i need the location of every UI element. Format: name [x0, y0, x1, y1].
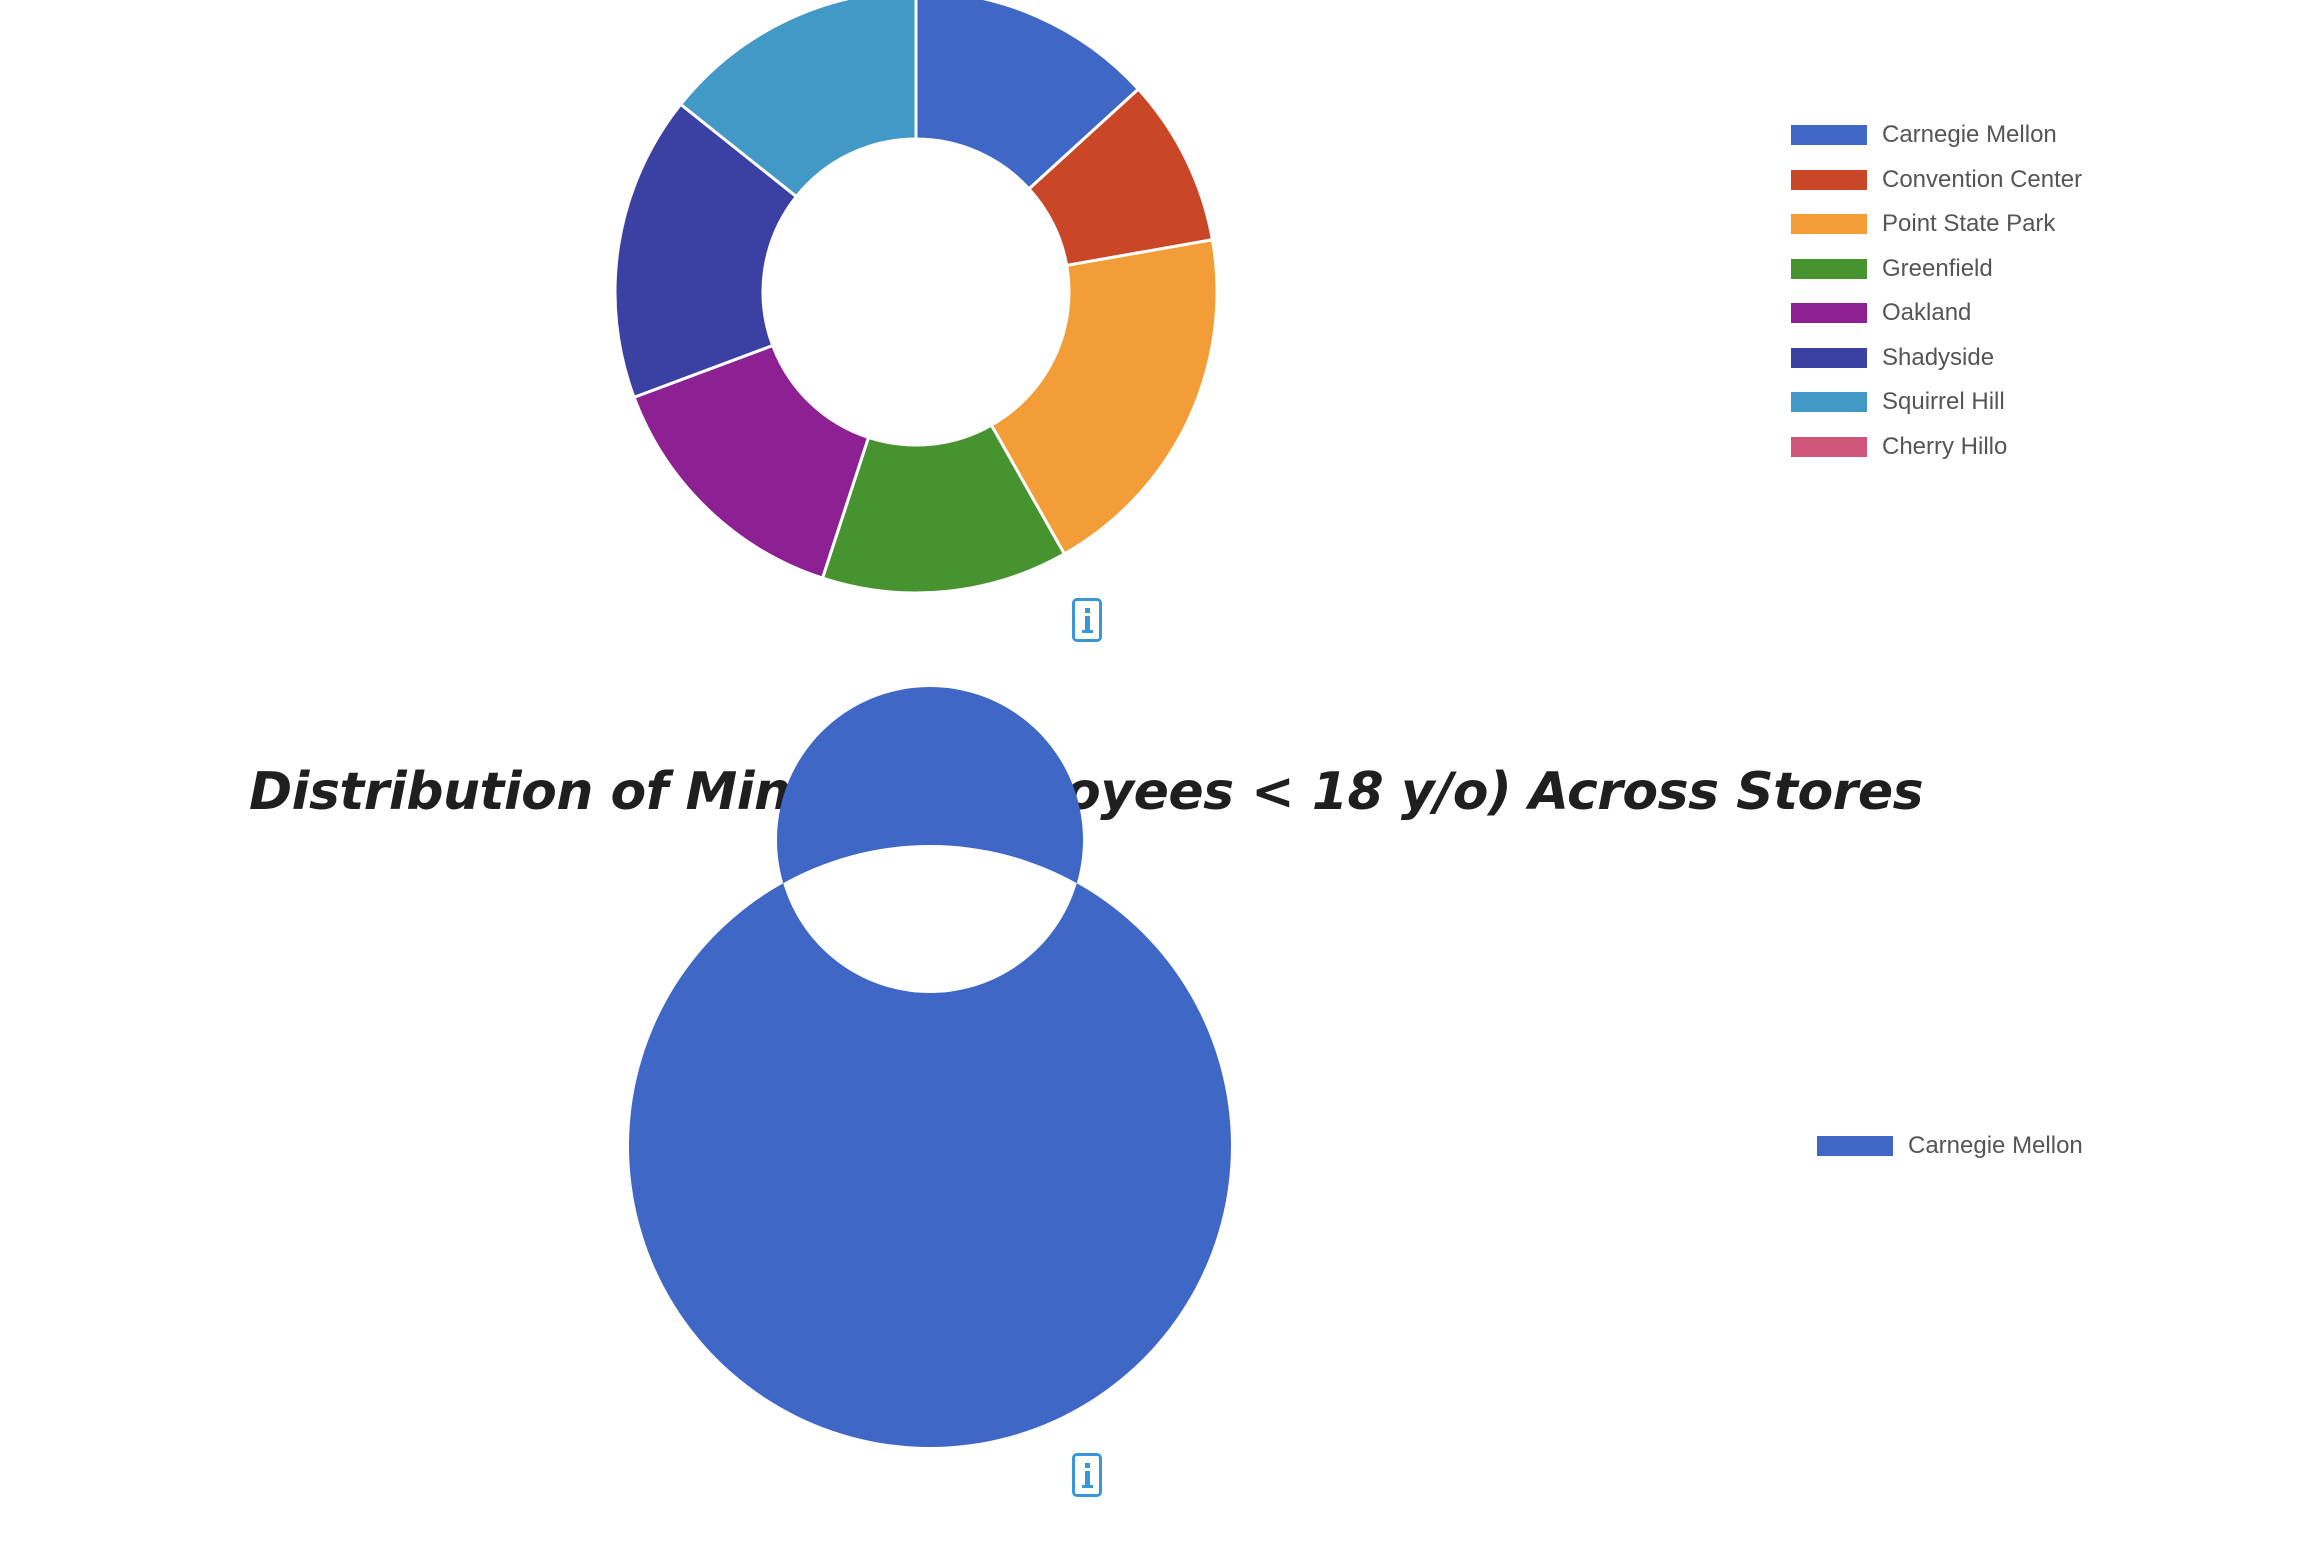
legend-swatch [1817, 1136, 1893, 1157]
info-icon[interactable] [1072, 1453, 1102, 1497]
slice-squirrel-hill[interactable] [679, 0, 918, 199]
legend-1: Carnegie Mellon Convention Center Point St… [1791, 113, 2082, 469]
slice-greenfield[interactable] [821, 423, 1066, 595]
info-icon[interactable] [1072, 598, 1102, 642]
donut-chart-1 [613, 0, 1219, 595]
legend-label: Carnegie Mellon [1882, 121, 2057, 149]
legend-item-shadyside[interactable]: Shadyside [1791, 336, 2082, 381]
legend-label: Cherry Hillo [1882, 432, 2008, 460]
legend-label: Squirrel Hill [1882, 388, 2005, 416]
legend-item-point-state-park[interactable]: Point State Park [1791, 202, 2082, 247]
legend-swatch [1791, 392, 1867, 413]
legend-swatch [1791, 258, 1867, 279]
legend-swatch [1791, 169, 1867, 190]
legend-item-convention-center[interactable]: Convention Center [1791, 158, 2082, 203]
legend-item-carnegie-mellon[interactable]: Carnegie Mellon [1817, 1124, 2083, 1169]
slice-oakland[interactable] [632, 344, 870, 580]
legend-label: Convention Center [1882, 165, 2083, 193]
minors-distribution-chart: Distribution of Minors (Employees < 18 y… [0, 687, 2310, 1542]
legend-swatch [1791, 303, 1867, 324]
legend-item-greenfield[interactable]: Greenfield [1791, 247, 2082, 292]
legend-label: Shadyside [1882, 343, 1995, 371]
legend-swatch [1791, 436, 1867, 457]
legend-label: Carnegie Mellon [1908, 1132, 2083, 1160]
slice-carnegie-mellon[interactable] [628, 687, 1231, 1447]
legend-item-oakland[interactable]: Oakland [1791, 291, 2082, 336]
slice-point-state-park[interactable] [989, 238, 1219, 556]
legend-label: Greenfield [1882, 254, 1993, 282]
slice-shadyside[interactable] [613, 102, 798, 399]
legend-label: Oakland [1882, 299, 1972, 327]
legend-2: Carnegie Mellon [1817, 1124, 2083, 1169]
legend-item-cherry-hillo[interactable]: Cherry Hillo [1791, 425, 2082, 470]
legend-label: Point State Park [1882, 210, 2056, 238]
legend-swatch [1791, 347, 1867, 368]
legend-item-carnegie-mellon[interactable]: Carnegie Mellon [1791, 113, 2082, 158]
legend-swatch [1791, 214, 1867, 235]
legend-swatch [1791, 125, 1867, 146]
store-distribution-chart: Carnegie Mellon Convention Center Point St… [0, 0, 2310, 680]
legend-item-squirrel-hill[interactable]: Squirrel Hill [1791, 380, 2082, 425]
slice-carnegie-mellon[interactable] [914, 0, 1140, 191]
donut-chart-2 [628, 687, 1231, 1447]
chart-title: Distribution of Minors (Employees < 18 y… [248, 762, 1924, 822]
